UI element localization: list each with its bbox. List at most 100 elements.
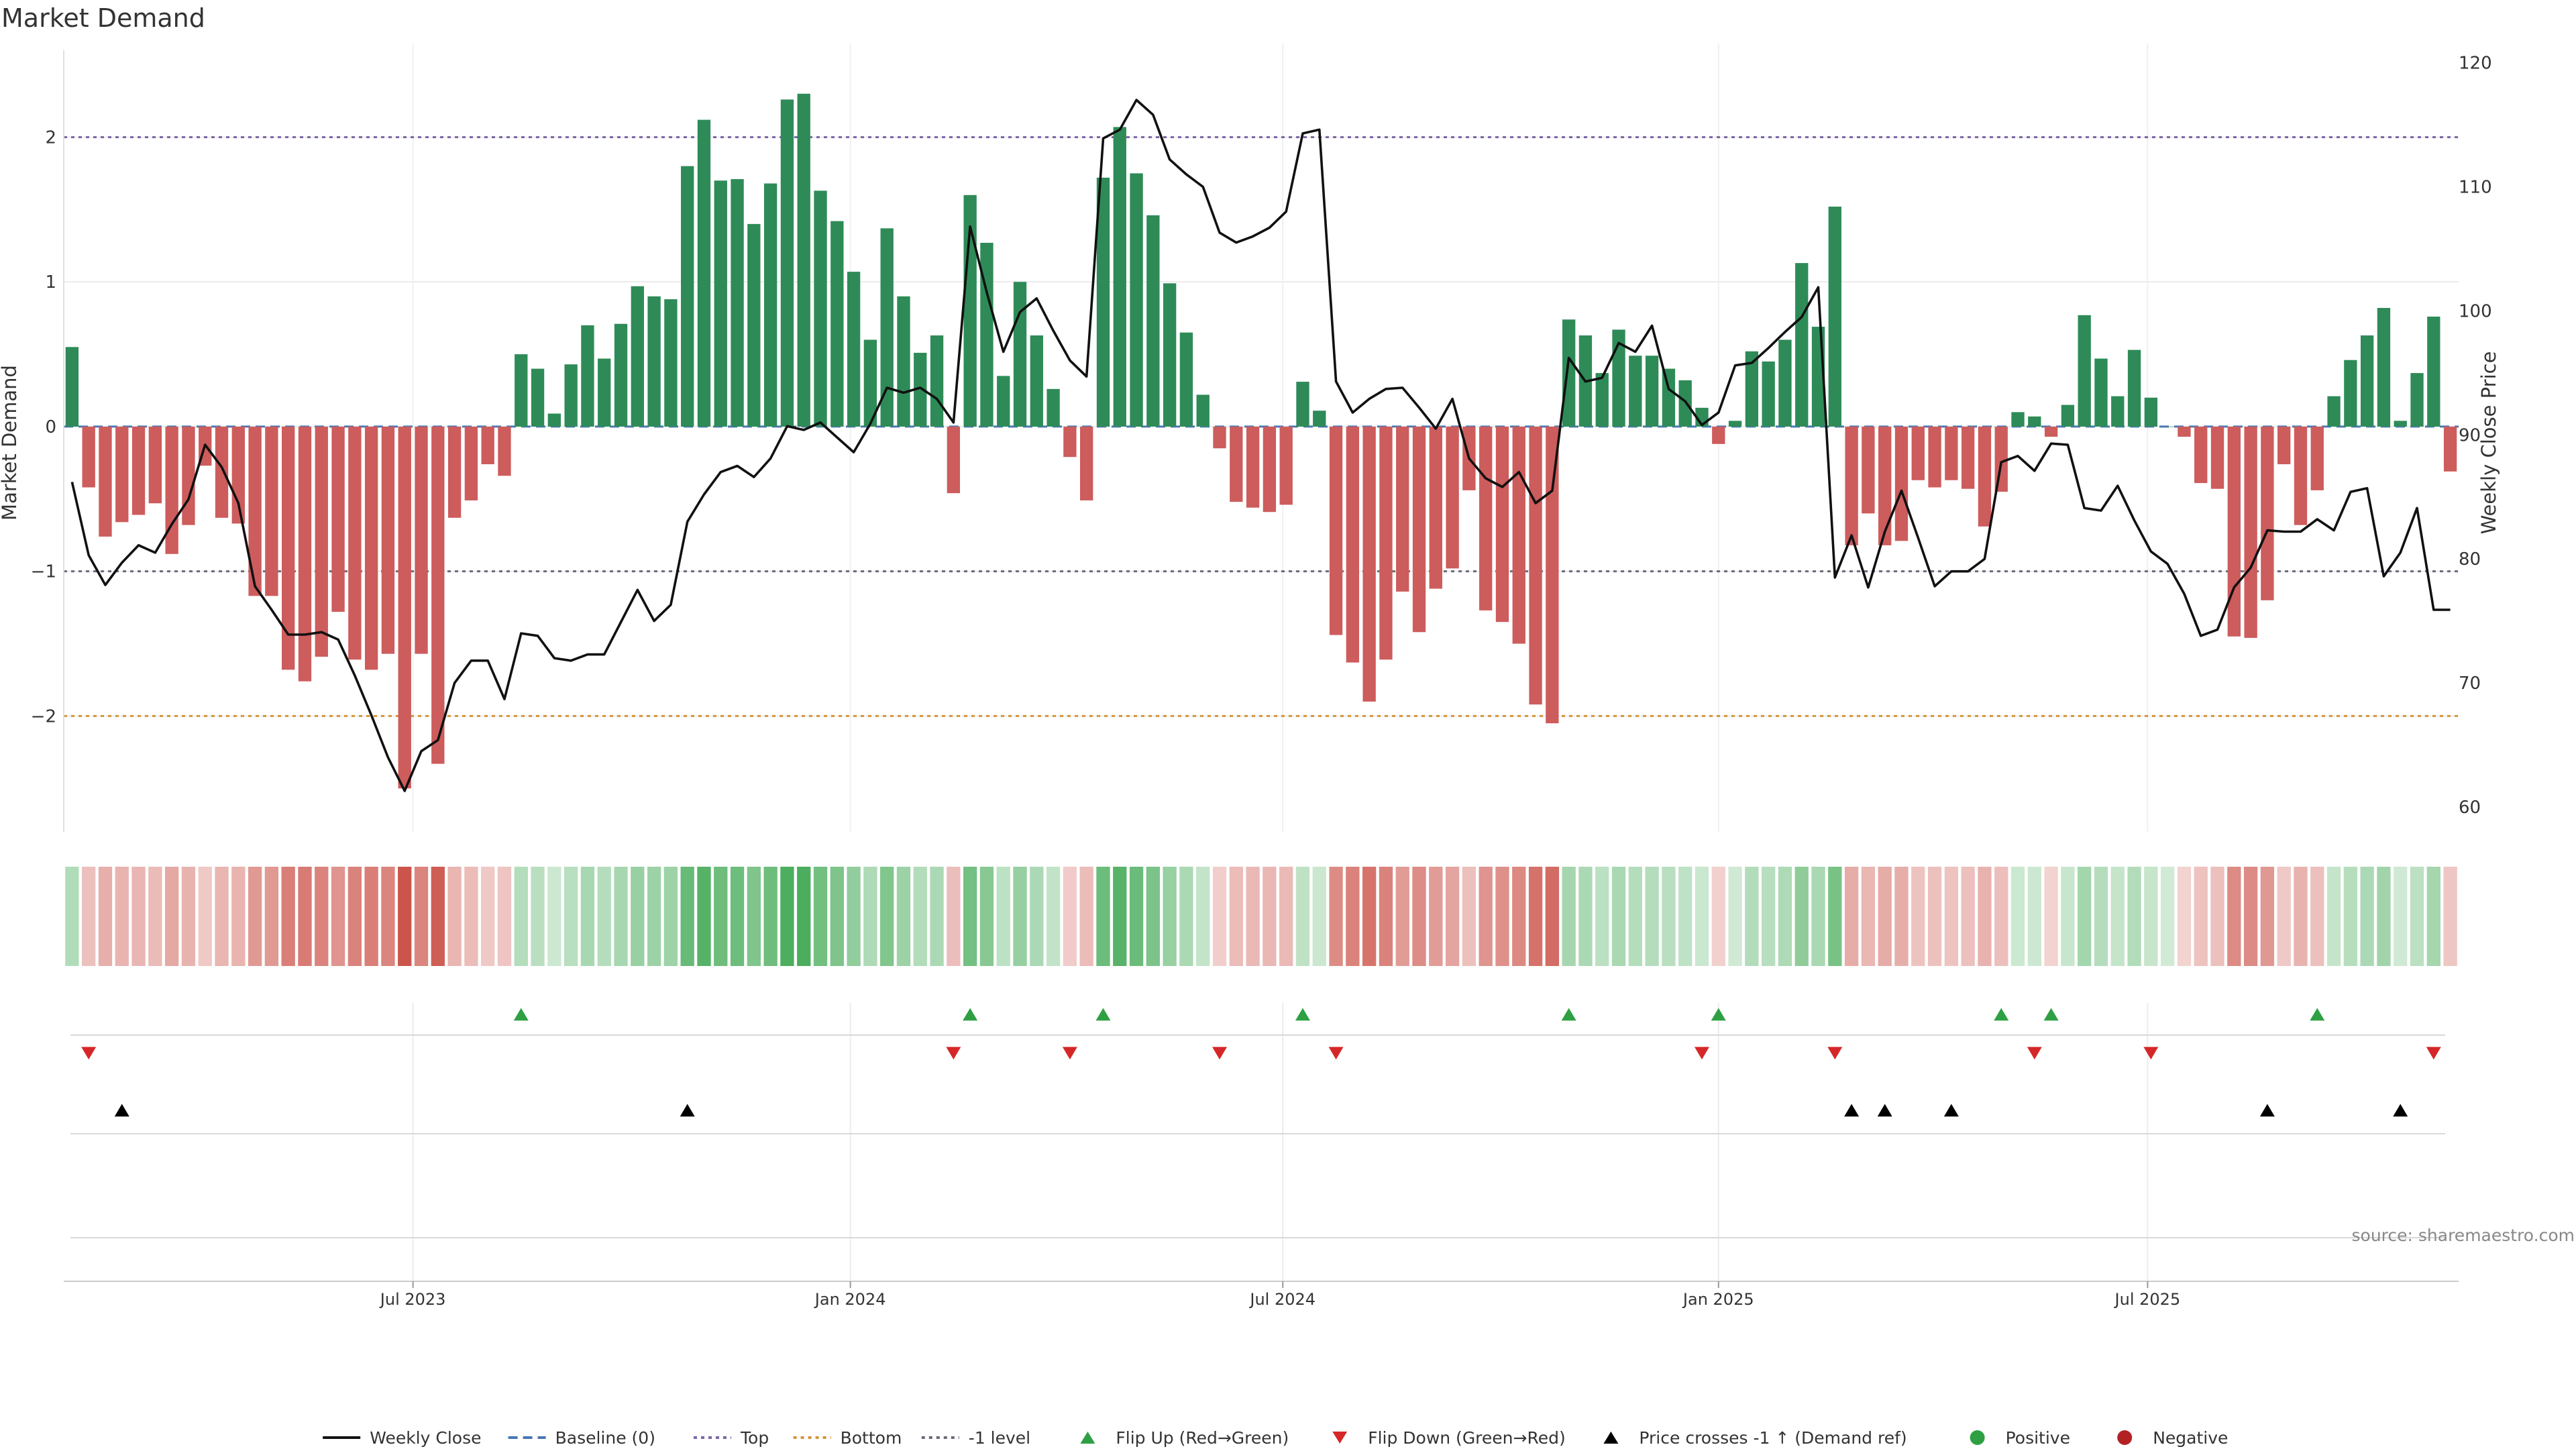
demand-bar	[697, 119, 711, 427]
flip-down-marker	[1328, 1046, 1344, 1060]
demand-bar	[2111, 396, 2125, 427]
y-tick-right-label: 80	[2459, 549, 2481, 570]
demand-bar	[581, 325, 594, 427]
demand-bar	[1080, 426, 1093, 500]
heatstrip-cell	[447, 867, 462, 966]
demand-bar	[1495, 426, 1509, 623]
heatstrip-cell	[65, 867, 79, 966]
heatstrip-cell	[1412, 867, 1426, 966]
flip-down-marker	[1212, 1046, 1228, 1060]
demand-bar	[2011, 412, 2025, 427]
heatstrip-cell	[248, 867, 262, 966]
demand-bar	[182, 426, 195, 525]
y-tick-right-label: 120	[2459, 53, 2492, 73]
demand-bar	[1346, 426, 1360, 663]
y-tick-right-label: 90	[2459, 425, 2481, 445]
legend-label: Baseline (0)	[555, 1428, 655, 1448]
legend-label: Flip Down (Green→Red)	[1368, 1428, 1566, 1448]
demand-bar	[1362, 426, 1376, 702]
demand-bar	[2394, 421, 2407, 427]
demand-bar	[1096, 177, 1110, 427]
heatstrip-cell	[381, 867, 395, 966]
demand-bar	[2194, 426, 2208, 484]
price-cross-marker	[2259, 1104, 2275, 1117]
legend-item: Negative	[2117, 1428, 2228, 1448]
demand-bar	[1712, 426, 1725, 444]
flip-up-marker	[1561, 1008, 1576, 1021]
heatstrip-cell	[1695, 867, 1709, 966]
legend-item: Price crosses -1 ↑ (Demand ref)	[1603, 1428, 1907, 1448]
heatstrip-cell	[1196, 867, 1210, 966]
heatstrip-cell	[2294, 867, 2308, 966]
heatstrip-cell	[979, 867, 994, 966]
heatstrip-cell	[1479, 867, 1493, 966]
heatstrip-cell	[1562, 867, 1576, 966]
demand-bars	[65, 93, 2457, 789]
heatstrip-cell	[1611, 867, 1626, 966]
heatstrip-cell	[813, 867, 828, 966]
demand-bar	[863, 339, 877, 427]
heatstrip-cell	[2360, 867, 2374, 966]
demand-bar	[1113, 127, 1126, 427]
flip-up-marker	[2043, 1008, 2059, 1021]
demand-bar	[1612, 329, 1625, 427]
demand-bar	[364, 426, 378, 670]
demand-bar	[1961, 426, 1975, 489]
legend-label: Flip Up (Red→Green)	[1116, 1428, 1289, 1448]
price-cross-marker	[680, 1104, 695, 1117]
source-note: source: sharemaestro.com	[2352, 1226, 2575, 1245]
demand-bar	[1894, 426, 1909, 541]
heatstrip-cell	[747, 867, 761, 966]
heatstrip-cell	[763, 867, 777, 966]
y-tick-left-label: 1	[45, 272, 56, 292]
heatstrip-cell	[2027, 867, 2041, 966]
heatstrip-cell	[1212, 867, 1227, 966]
heatstrip-cell	[1346, 867, 1360, 966]
heatstrip-cell	[830, 867, 844, 966]
heatstrip-cell	[896, 867, 911, 966]
demand-bar	[763, 183, 777, 427]
legend-item: Flip Up (Red→Green)	[1080, 1428, 1289, 1448]
heatstrip-cell	[1595, 867, 1609, 966]
demand-bar	[647, 296, 661, 427]
x-tick-label: Jul 2024	[1248, 1290, 1316, 1309]
reference-lines	[64, 136, 2459, 717]
demand-bar	[2044, 426, 2058, 437]
flip-down-marker	[81, 1046, 97, 1060]
legend-swatch-triangle	[1603, 1432, 1619, 1444]
heatstrip-cell	[1844, 867, 1859, 966]
heatstrip-cell	[2010, 867, 2025, 966]
heatstrip-cell	[847, 867, 861, 966]
flip-up-marker	[2310, 1008, 2325, 1021]
heatstrip-cell	[1894, 867, 1909, 966]
heatstrip-cell	[780, 867, 794, 966]
heatstrip-cell	[481, 867, 495, 966]
demand-heatstrip	[65, 867, 2457, 966]
heatstrip-cell	[963, 867, 977, 966]
demand-bar	[231, 426, 245, 524]
flip-down-marker	[2143, 1046, 2159, 1060]
demand-bar	[2227, 426, 2241, 637]
heatstrip-cell	[947, 867, 961, 966]
demand-bar	[2244, 426, 2257, 638]
heatstrip-cell	[398, 867, 412, 966]
demand-bar	[265, 426, 278, 596]
demand-bar	[1263, 426, 1277, 513]
demand-bar	[464, 426, 478, 500]
legend-label: -1 level	[969, 1428, 1030, 1448]
demand-bar	[664, 299, 678, 427]
demand-bar	[1146, 215, 1160, 427]
demand-bar	[880, 228, 894, 427]
heatstrip-cell	[680, 867, 694, 966]
heatstrip-cell	[1246, 867, 1260, 966]
y-axis-left-label: Market Demand	[0, 365, 21, 521]
demand-bar	[598, 358, 611, 427]
demand-bar	[747, 223, 761, 427]
legend-item: Baseline (0)	[508, 1428, 655, 1448]
heatstrip-cell	[1362, 867, 1377, 966]
heatstrip-cell	[730, 867, 745, 966]
signal-markers	[70, 1008, 2445, 1238]
heatstrip-cell	[364, 867, 378, 966]
legend-label: Positive	[2006, 1428, 2070, 1448]
demand-bar	[515, 354, 528, 427]
